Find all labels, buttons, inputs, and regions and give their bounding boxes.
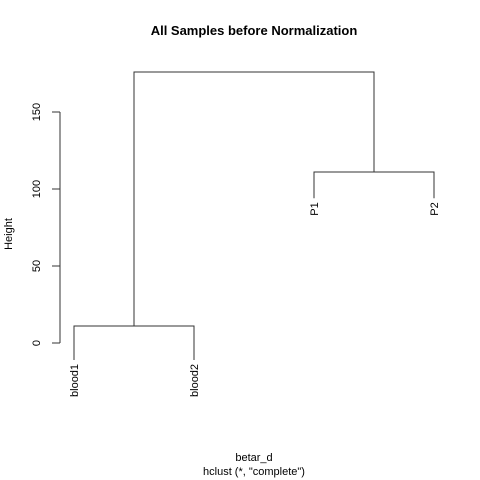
leaf-label-P2: P2 — [429, 202, 441, 215]
y-tick-label: 50 — [31, 260, 43, 272]
y-tick-label: 100 — [31, 180, 43, 198]
leaf-label-blood2: blood2 — [189, 364, 201, 397]
leaf-labels: blood1 blood2 P1 P2 — [69, 202, 441, 397]
leaf-label-blood1: blood1 — [69, 364, 81, 397]
merge-2 — [133, 71, 375, 327]
y-axis-label: Height — [3, 218, 15, 250]
y-tick-label: 150 — [31, 103, 43, 121]
merge-1 — [313, 171, 435, 199]
y-axis: 0 50 100 150 — [31, 103, 61, 346]
x-axis-label: betar_d — [235, 452, 272, 464]
merge-0 — [73, 325, 195, 360]
y-tick-label: 0 — [31, 340, 43, 346]
chart-title: All Samples before Normalization — [151, 23, 358, 38]
dendrogram-tree — [73, 71, 435, 360]
method-sublabel: hclust (*, "complete") — [203, 466, 305, 478]
leaf-label-P1: P1 — [309, 202, 321, 215]
